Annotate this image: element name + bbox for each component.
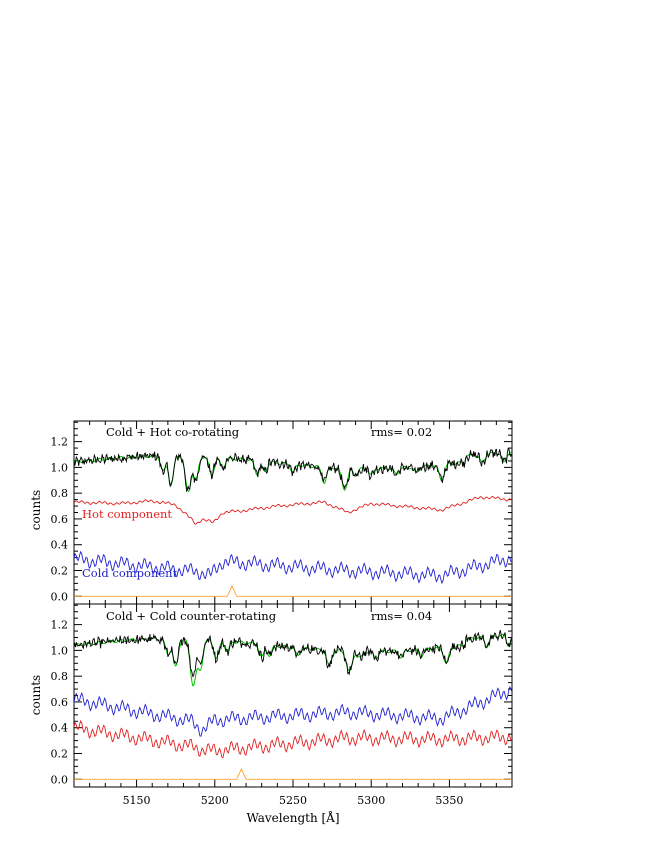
- hot-component-label: Hot component: [82, 507, 172, 521]
- y-tick-label: 0.4: [51, 722, 69, 735]
- series-series-3: [73, 719, 513, 759]
- y-tick-label: 1.0: [51, 644, 69, 657]
- panel-bottom-title: Cold + Cold counter-rotating: [106, 609, 277, 623]
- y-tick-label: 0.2: [51, 747, 69, 760]
- y-axis-label-bottom: counts: [29, 675, 43, 715]
- y-tick-label: 0.8: [51, 487, 69, 500]
- panel-bottom-frame: [73, 603, 513, 788]
- panel-top-rms: rms= 0.02: [371, 425, 432, 439]
- series-cold-component: [73, 550, 513, 585]
- series-model-fit: [73, 633, 513, 687]
- y-tick-label: 0.6: [51, 513, 69, 526]
- series-hot-component: [73, 495, 513, 525]
- series-series-4: [74, 767, 512, 780]
- series-series-4: [74, 584, 512, 597]
- x-axis-label: Wavelength [Å]: [246, 810, 339, 825]
- panel-bottom-rms: rms= 0.04: [371, 609, 432, 623]
- y-tick-label: 0.2: [51, 564, 69, 577]
- x-tick-label: 5250: [279, 794, 307, 807]
- y-tick-label: 0.6: [51, 696, 69, 709]
- x-tick-label: 5200: [201, 794, 229, 807]
- cold-component-label: Cold component: [82, 566, 178, 580]
- y-tick-label: 0.0: [51, 773, 69, 786]
- series-series-2: [73, 685, 513, 737]
- x-tick-label: 5300: [357, 794, 385, 807]
- y-tick-label: 0.0: [51, 590, 69, 603]
- y-tick-label: 1.2: [51, 619, 69, 632]
- y-tick-label: 0.4: [51, 539, 69, 552]
- x-tick-label: 5350: [435, 794, 463, 807]
- panel-bottom: 0.0 0.2 0.4 0.6 0.8 1.0 1.2 5150 5200 5250 5300 535…: [51, 603, 513, 807]
- y-axis-label-top: counts: [29, 490, 43, 530]
- panel-top-title: Cold + Hot co-rotating: [106, 425, 240, 439]
- y-tick-label: 1.0: [51, 461, 69, 474]
- y-tick-label: 1.2: [51, 436, 69, 449]
- x-tick-label: 5150: [123, 794, 151, 807]
- series-observed: [73, 629, 513, 678]
- y-tick-label: 0.8: [51, 670, 69, 683]
- series-observed: [73, 448, 513, 493]
